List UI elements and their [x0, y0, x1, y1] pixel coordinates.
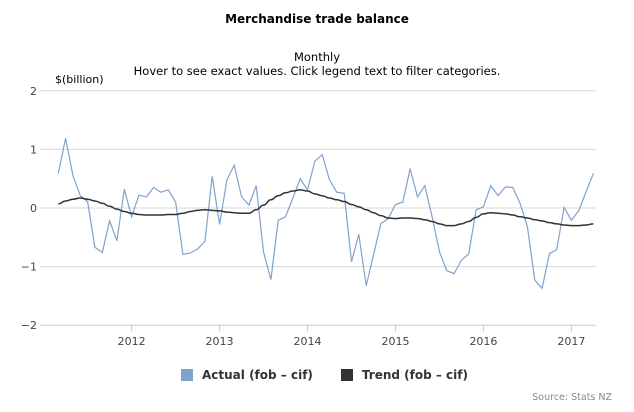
legend-item-trend[interactable]: Trend (fob – cif)	[340, 368, 468, 382]
source-credit: Source: Stats NZ	[532, 392, 612, 403]
x-tick-label: 2012	[118, 335, 146, 348]
legend-label-trend[interactable]: Trend (fob – cif)	[361, 368, 468, 382]
legend-item-actual[interactable]: Actual (fob – cif)	[181, 368, 313, 382]
y-tick-label: 2	[30, 85, 37, 98]
series-line-trend	[58, 189, 594, 227]
y-axis-label: $(billion)	[55, 73, 104, 86]
y-tick-label: −2	[21, 319, 37, 332]
x-tick-label: 2013	[206, 335, 234, 348]
y-tick-label: 0	[30, 202, 37, 215]
x-tick-label: 2016	[469, 335, 497, 348]
x-tick-label: 2014	[294, 335, 322, 348]
subtitle-frequency: Monthly	[293, 50, 341, 64]
x-tick-label: 2017	[557, 335, 585, 348]
y-tick-label: −1	[21, 261, 37, 274]
subtitle-instructions: Hover to see exact values. Click legend …	[133, 64, 501, 78]
legend-swatch-actual	[181, 369, 193, 381]
chart-subtitle: Monthly Hover to see exact values. Click…	[0, 50, 634, 78]
legend: Actual (fob – cif) Trend (fob – cif)	[181, 368, 468, 382]
y-tick-label: 1	[30, 143, 37, 156]
chart-title: Merchandise trade balance	[225, 12, 409, 26]
x-tick-label: 2015	[381, 335, 409, 348]
legend-label-actual[interactable]: Actual (fob – cif)	[202, 368, 313, 382]
legend-swatch-trend	[340, 369, 353, 381]
series-line-actual	[57, 138, 594, 290]
